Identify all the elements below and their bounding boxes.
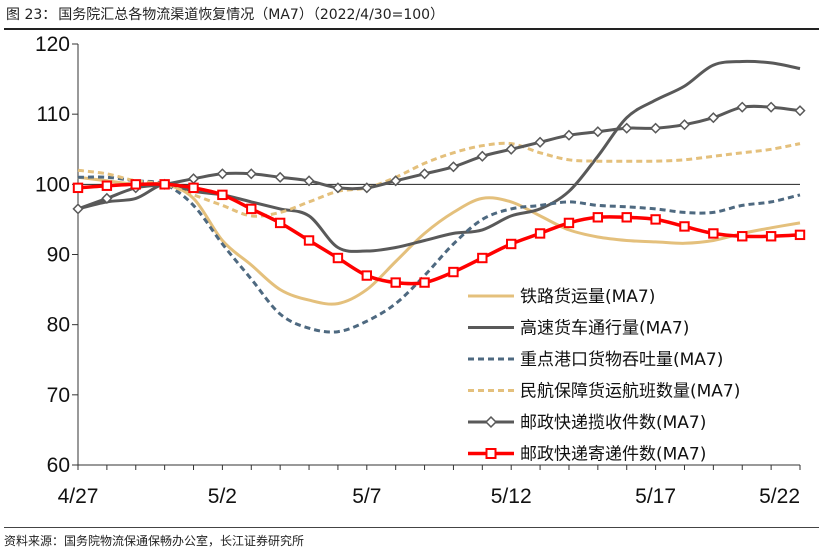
- data-point-diamond: [72, 203, 84, 215]
- title-rule: [4, 28, 819, 30]
- data-point-diamond: [563, 129, 575, 141]
- y-tick-label: 80: [47, 314, 70, 337]
- data-point-square: [130, 179, 141, 190]
- data-point-diamond: [476, 150, 488, 162]
- legend-label-1: 铁路货运量(MA7): [520, 287, 655, 307]
- x-tick-label: 5/12: [491, 485, 532, 508]
- data-point-diamond: [765, 101, 777, 113]
- data-point-diamond: [390, 175, 402, 187]
- series-line-4: [77, 141, 801, 218]
- data-point-square: [390, 277, 401, 288]
- data-point-square: [217, 189, 228, 201]
- data-point-square: [765, 231, 777, 242]
- series-line-3: [77, 175, 801, 334]
- data-point-square: [361, 270, 373, 281]
- data-point-diamond: [303, 175, 315, 187]
- data-point-diamond: [187, 173, 200, 185]
- data-point-diamond: [736, 101, 748, 113]
- data-point-square: [477, 252, 488, 264]
- legend-label-5: 邮政快递揽收件数(MA7): [520, 413, 706, 433]
- x-tick-label: 5/7: [352, 485, 381, 508]
- axes: 60 70 80 90 100 110 120 4/27 5/2 5/7 5/12 5/17 5/22: [35, 33, 801, 508]
- data-point-diamond: [101, 192, 113, 204]
- data-point-diamond: [650, 122, 662, 134]
- y-tick-label: 70: [47, 384, 70, 407]
- data-point-diamond: [678, 119, 691, 131]
- data-point-square: [448, 266, 459, 278]
- data-point-square: [794, 229, 806, 241]
- data-point-square: [274, 217, 286, 229]
- data-point-diamond: [274, 171, 286, 183]
- data-point-square: [159, 179, 170, 190]
- source-rule: [4, 527, 819, 528]
- legend-label-6: 邮政快递寄递件数(MA7): [520, 445, 706, 465]
- figure-number: 图 23：: [6, 7, 57, 23]
- data-point-square: [737, 231, 748, 242]
- x-tick-label: 5/17: [635, 485, 676, 508]
- data-point-square: [708, 228, 719, 239]
- data-point-diamond: [245, 168, 257, 180]
- data-point-diamond: [361, 182, 373, 194]
- data-point-square: [72, 182, 84, 194]
- data-point-square: [534, 228, 546, 239]
- data-point-square: [679, 221, 690, 232]
- series-group: [72, 59, 806, 334]
- legend-label-2: 高速货车通行量(MA7): [520, 319, 689, 339]
- data-point-square: [419, 277, 430, 288]
- series-line-1: [77, 175, 801, 306]
- data-point-diamond: [621, 122, 633, 134]
- y-tick-label: 60: [47, 454, 70, 477]
- data-point-square: [563, 217, 575, 229]
- figure-source: 资料来源：国务院物流保通保畅办公室，长江证券研究所: [4, 534, 305, 548]
- data-point-diamond: [794, 105, 806, 117]
- data-point-diamond: [707, 112, 719, 124]
- legend-label-4: 民航保障货运航班数量(MA7): [520, 382, 740, 402]
- y-tick-label: 120: [35, 33, 70, 56]
- data-point-square: [246, 203, 257, 215]
- data-point-diamond: [592, 126, 604, 138]
- x-tick-label: 5/2: [208, 485, 237, 508]
- data-point-diamond: [505, 143, 517, 155]
- data-point-diamond: [534, 136, 546, 148]
- data-point-square: [621, 212, 632, 223]
- data-point-diamond: [332, 182, 344, 194]
- data-point-square: [101, 180, 113, 191]
- data-point-square: [332, 252, 344, 264]
- figure-title: 图 23： 国务院汇总各物流渠道恢复情况（MA7）（2022/4/30=100）: [6, 4, 444, 24]
- data-point-square: [650, 214, 661, 225]
- y-tick-label: 110: [37, 103, 70, 126]
- legend-marker-diamond: [484, 415, 498, 429]
- figure-title-text: 国务院汇总各物流渠道恢复情况（MA7）（2022/4/30=100）: [58, 7, 445, 23]
- data-point-square: [188, 182, 199, 194]
- data-point-square: [506, 238, 517, 250]
- data-point-square: [592, 212, 604, 223]
- legend-marker-square: [485, 448, 497, 459]
- y-tick-label: 100: [35, 173, 70, 196]
- x-tick-label: 5/22: [759, 485, 800, 508]
- data-point-diamond: [418, 168, 431, 180]
- legend: 铁路货运量(MA7) 高速货车通行量(MA7) 重点港口货物吞吐量(MA7) 民航保障…: [468, 287, 740, 465]
- data-point-diamond: [447, 161, 460, 173]
- data-point-diamond: [216, 168, 228, 180]
- y-tick-label: 90: [47, 244, 70, 267]
- x-tick-label: 4/27: [58, 485, 99, 508]
- data-point-square: [303, 235, 315, 246]
- legend-label-3: 重点港口货物吞吐量(MA7): [520, 350, 723, 370]
